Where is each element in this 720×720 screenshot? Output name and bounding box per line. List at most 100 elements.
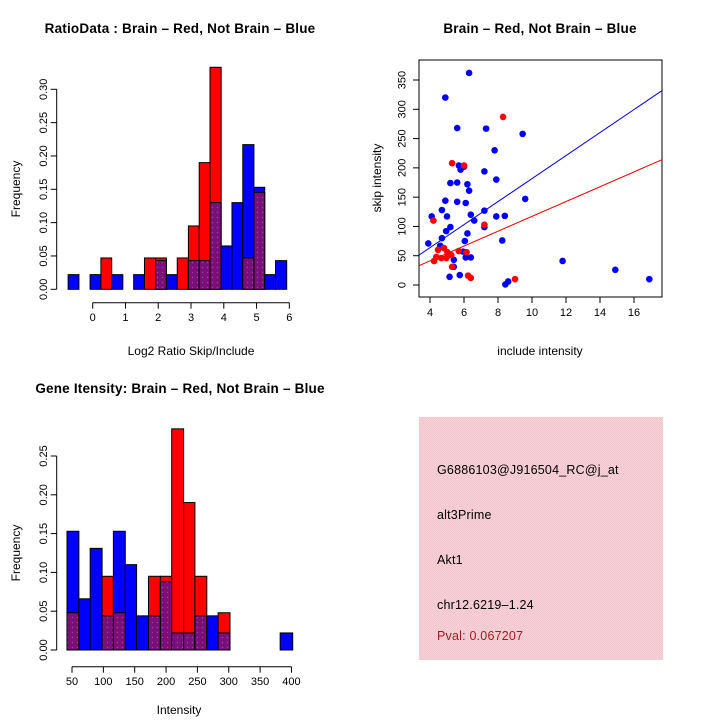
scatter-point-red — [511, 275, 519, 283]
scatter-point-blue — [491, 146, 498, 154]
histogram-bar-overlap — [217, 632, 231, 651]
scatter-point-blue — [456, 271, 464, 279]
scatter-point-red — [448, 263, 456, 271]
x-tick-label: 100 — [94, 676, 112, 688]
y-tick-label: 0.15 — [38, 523, 50, 544]
scatter-point-blue — [493, 176, 500, 183]
histogram-bar-overlap — [159, 581, 173, 651]
scatter-point-blue — [482, 125, 490, 132]
y-tick-label: 0.20 — [38, 145, 50, 166]
scatter-point-red — [447, 251, 455, 259]
scatter-point-blue — [447, 223, 454, 231]
scatter-point-blue — [464, 180, 471, 188]
gene-histogram-ylabel: Frequency — [9, 524, 23, 582]
x-tick-label: 3 — [188, 312, 194, 324]
x-tick-label: 14 — [594, 307, 606, 319]
scatter-point-blue — [465, 69, 473, 77]
y-tick-label: 150 — [397, 188, 409, 206]
histogram-bar-overlap — [242, 257, 255, 290]
histogram-bar-blue — [111, 274, 124, 290]
x-tick-label: 300 — [220, 676, 238, 688]
histogram-bar-overlap — [194, 615, 208, 651]
scatter-point-blue — [521, 195, 529, 203]
histogram-bar-overlap — [155, 260, 167, 290]
y-tick-label: 0.05 — [38, 600, 50, 621]
gene-name-text: Akt1 — [437, 553, 463, 567]
x-tick-label: 2 — [155, 312, 161, 324]
x-tick-label: 6 — [286, 312, 292, 324]
x-tick-label: 10 — [526, 307, 538, 319]
scatter-ylabel: skip intensity — [370, 143, 384, 213]
scatter-point-blue — [559, 257, 566, 265]
scatter-title: Brain – Red, Not Brain – Blue — [443, 21, 637, 36]
histogram-bar-blue — [133, 274, 145, 290]
scatter-point-blue — [493, 213, 500, 220]
scatter-point-red — [499, 113, 507, 121]
scatter-point-blue — [461, 237, 469, 245]
y-tick-label: 300 — [397, 100, 409, 118]
scatter-point-blue — [442, 227, 450, 235]
scatter-point-blue — [646, 275, 653, 283]
histogram-bar-red — [100, 257, 113, 290]
scatter-point-red — [430, 217, 437, 224]
y-tick-label: 250 — [397, 129, 409, 147]
scatter-point-blue — [453, 198, 461, 206]
scatter-point-blue — [465, 187, 473, 195]
histogram-bar-overlap — [187, 260, 200, 290]
scatter-point-blue — [462, 199, 469, 207]
x-tick-label: 200 — [157, 676, 175, 688]
histogram-bar-overlap — [66, 612, 80, 651]
scatter-point-red — [481, 221, 488, 228]
plot-box — [418, 59, 663, 298]
histogram-bar-blue — [136, 615, 149, 651]
x-tick-label: 4 — [221, 312, 227, 324]
x-tick-label: 1 — [122, 312, 128, 324]
gene-info-panel: G6886103@J916504_RC@j_at alt3Prime Akt1 … — [419, 417, 663, 660]
histogram-bar-blue — [231, 202, 244, 290]
regression-line-red — [418, 159, 663, 267]
scatter-point-blue — [453, 124, 461, 132]
y-tick-label: 0.00 — [38, 639, 50, 660]
histogram-bar-overlap — [183, 632, 196, 651]
y-tick-label: 200 — [397, 159, 409, 177]
histogram-bar-blue — [67, 274, 80, 290]
histogram-bar-blue — [89, 547, 103, 651]
scatter-point-blue — [498, 237, 506, 244]
x-tick-label: 6 — [461, 307, 467, 319]
histogram-bar-blue — [206, 615, 219, 651]
gene-histogram-xlabel: Intensity — [156, 703, 202, 717]
x-tick-label: 16 — [628, 307, 640, 319]
histogram-bar-red — [143, 257, 157, 290]
scatter-point-red — [455, 247, 463, 255]
gene-histogram-title: Gene Itensity: Brain – Red, Not Brain – … — [35, 381, 325, 396]
scatter-point-blue — [519, 130, 526, 138]
histogram-bar-overlap — [253, 192, 266, 290]
histogram-bar-overlap — [209, 202, 222, 290]
histogram-bar-red — [171, 428, 185, 651]
ratio-histogram-ylabel: Frequency — [9, 160, 23, 218]
splice-type-text: alt3Prime — [437, 508, 492, 522]
y-tick-label: 50 — [397, 250, 409, 262]
scatter-point-blue — [453, 179, 461, 186]
scatter-point-red — [467, 274, 475, 282]
scatter-point-blue — [481, 207, 488, 214]
scatter-point-blue — [464, 230, 471, 237]
ratio-histogram-plot: 0 1 2 3 4 5 6 0.00 0.05 0.10 0.15 0.20 0.25 0.30 — [38, 66, 292, 324]
y-tick-label: 0.00 — [38, 279, 50, 300]
histogram-bar-overlap — [198, 260, 211, 290]
scatter-point-blue — [442, 197, 449, 204]
scatter-point-blue — [467, 211, 475, 219]
scatter-point-blue — [443, 213, 451, 220]
scatter-point-blue — [438, 206, 446, 214]
scatter-point-red — [448, 159, 456, 167]
x-tick-label: 5 — [253, 312, 259, 324]
pval-text: Pval: 0.067207 — [437, 629, 524, 643]
scatter-point-red — [437, 254, 445, 262]
gene-histogram-plot: 50 100 150 200 250 300 350 400 0.00 0.05 0.10 0.15 0… — [38, 428, 301, 688]
y-tick-label: 0.15 — [38, 179, 50, 200]
histogram-bar-blue — [124, 564, 138, 651]
scatter-point-red — [460, 162, 468, 169]
histogram-bar-red — [176, 257, 189, 290]
scatter-point-blue — [501, 212, 509, 220]
histogram-bar-blue — [275, 260, 288, 290]
